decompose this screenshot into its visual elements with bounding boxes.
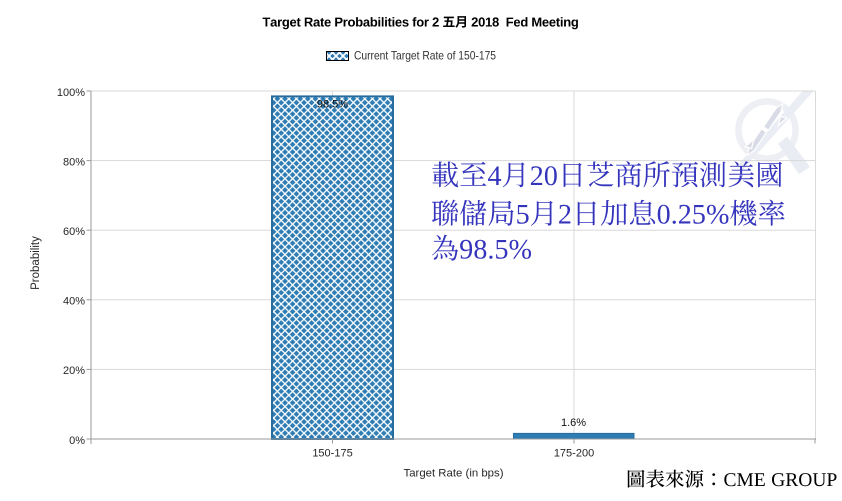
svg-text:20%: 20% xyxy=(63,365,85,377)
svg-text:1.6%: 1.6% xyxy=(561,417,586,429)
svg-text:Current Target Rate of 150-175: Current Target Rate of 150-175 xyxy=(354,49,496,63)
svg-text:0%: 0% xyxy=(69,435,85,447)
svg-text:80%: 80% xyxy=(63,156,85,168)
svg-text:150-175: 150-175 xyxy=(312,448,352,460)
svg-text:40%: 40% xyxy=(63,296,85,308)
svg-text:Probability: Probability xyxy=(30,236,42,290)
svg-text:Target Rate (in bps): Target Rate (in bps) xyxy=(404,468,504,480)
svg-text:175-200: 175-200 xyxy=(554,448,594,460)
svg-text:60%: 60% xyxy=(63,226,85,238)
svg-text:98.5%: 98.5% xyxy=(317,99,348,111)
svg-text:100%: 100% xyxy=(57,87,85,99)
